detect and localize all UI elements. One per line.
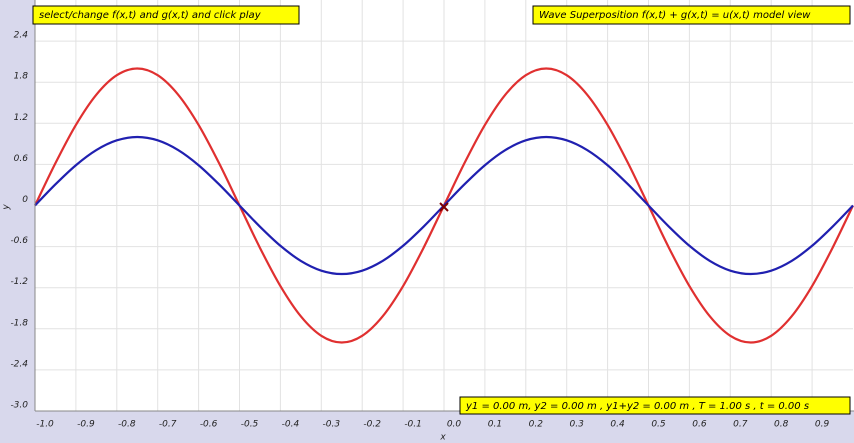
y-tick-label: -2.4 [10,359,28,369]
status-box [459,396,851,415]
x-tick-label: -0.3 [323,420,341,430]
wave-line [34,135,854,276]
x-axis-label: x [439,433,446,443]
x-tick-label: -0.6 [200,420,218,430]
x-tick-label: 0.5 [651,420,666,430]
x-tick-label: -0.5 [241,420,259,430]
x-tick-label: 0.3 [570,420,585,430]
y-tick-label: -1.2 [10,277,28,287]
x-tick-label: 0.9 [815,420,830,430]
y-tick-label: 0.6 [14,154,29,164]
y-axis-label: y [2,204,12,211]
x-tick-label: -0.1 [404,420,422,430]
x-tick-label: 0.6 [692,420,707,430]
x-tick-label: -0.9 [77,420,95,430]
x-tick-label: 0.8 [774,420,789,430]
x-tick-label: -0.7 [159,420,177,430]
instruction: select/change f(x,t) and g(x,t) and clic… [39,10,262,21]
y-tick-label: 1.2 [14,113,29,123]
origin-marker [439,202,449,212]
y-tick-label: 1.8 [14,72,29,82]
x-tick-label: 0.1 [488,420,502,430]
x-tick-label: -0.2 [363,420,381,430]
chart-title: Wave Superposition f(x,t) + g(x,t) = u(x… [539,10,811,21]
instruction-box [32,5,300,25]
x-tick-label: 0.4 [610,420,625,430]
x-tick-label: 0.7 [733,420,748,430]
y-tick-label: 0 [22,195,28,205]
y-tick-label: 2.4 [14,31,29,41]
y-tick-label: -1.8 [10,318,28,328]
y-tick-label: -3.0 [10,401,28,411]
x-tick-label: -0.8 [118,420,136,430]
title-box [532,5,851,25]
x-tick-label: 0.2 [529,420,544,430]
x-tick-label: 0.0 [447,420,462,430]
status: y1 = 0.00 m, y2 = 0.00 m , y1+y2 = 0.00 … [465,401,809,412]
x-tick-label: -0.4 [282,420,300,430]
y-tick-label: -0.6 [10,236,28,246]
x-tick-label: -1.0 [36,420,54,430]
